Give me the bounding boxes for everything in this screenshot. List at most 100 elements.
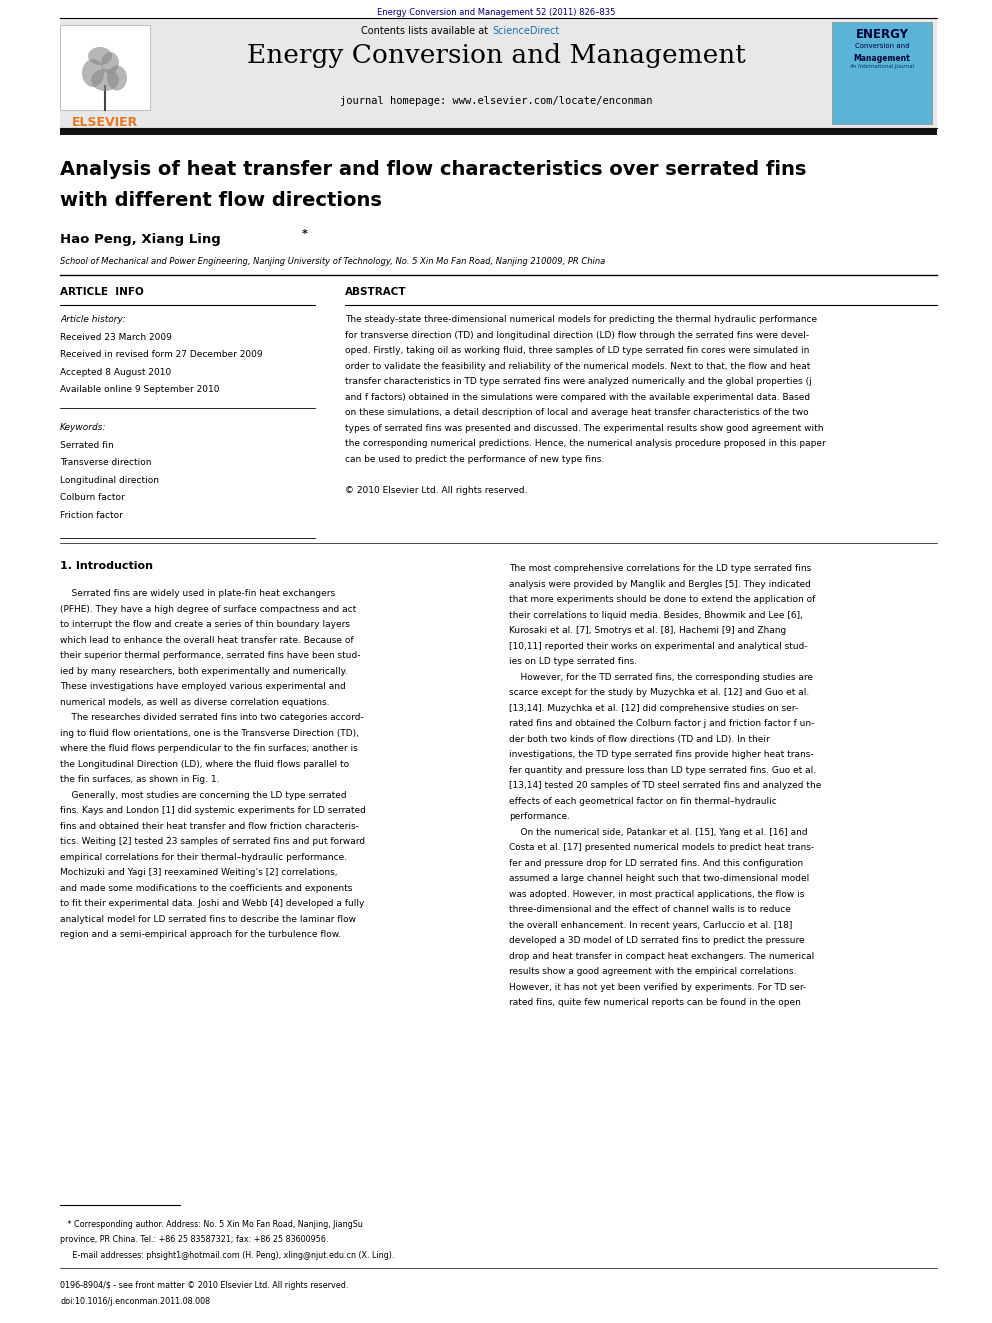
Text: Hao Peng, Xiang Ling: Hao Peng, Xiang Ling — [60, 233, 221, 246]
Text: Management: Management — [854, 54, 911, 64]
Text: Contents lists available at: Contents lists available at — [361, 26, 491, 36]
Text: 1. Introduction: 1. Introduction — [60, 561, 153, 572]
Text: performance.: performance. — [509, 812, 570, 822]
Text: [13,14]. Muzychka et al. [12] did comprehensive studies on ser-: [13,14]. Muzychka et al. [12] did compre… — [509, 704, 799, 713]
Text: the overall enhancement. In recent years, Carluccio et al. [18]: the overall enhancement. In recent years… — [509, 921, 793, 930]
Text: * Corresponding author. Address: No. 5 Xin Mo Fan Road, Nanjing, JiangSu: * Corresponding author. Address: No. 5 X… — [60, 1220, 363, 1229]
Text: ARTICLE  INFO: ARTICLE INFO — [60, 287, 144, 298]
Text: where the fluid flows perpendicular to the fin surfaces; another is: where the fluid flows perpendicular to t… — [60, 744, 358, 753]
Text: scarce except for the study by Muzychka et al. [12] and Guo et al.: scarce except for the study by Muzychka … — [509, 688, 809, 697]
Text: ing to fluid flow orientations, one is the Transverse Direction (TD),: ing to fluid flow orientations, one is t… — [60, 729, 359, 737]
Text: *: * — [302, 229, 308, 238]
Ellipse shape — [91, 69, 119, 91]
Text: analytical model for LD serrated fins to describe the laminar flow: analytical model for LD serrated fins to… — [60, 914, 356, 923]
Text: On the numerical side, Patankar et al. [15], Yang et al. [16] and: On the numerical side, Patankar et al. [… — [509, 827, 807, 836]
Text: [13,14] tested 20 samples of TD steel serrated fins and analyzed the: [13,14] tested 20 samples of TD steel se… — [509, 781, 821, 790]
Text: Received 23 March 2009: Received 23 March 2009 — [60, 333, 172, 343]
Text: three-dimensional and the effect of channel walls is to reduce: three-dimensional and the effect of chan… — [509, 905, 791, 914]
Text: Friction factor: Friction factor — [60, 511, 123, 520]
Text: journal homepage: www.elsevier.com/locate/enconman: journal homepage: www.elsevier.com/locat… — [339, 97, 653, 106]
Text: rated fins and obtained the Colburn factor j and friction factor f un-: rated fins and obtained the Colburn fact… — [509, 718, 814, 728]
Text: empirical correlations for their thermal–hydraulic performance.: empirical correlations for their thermal… — [60, 852, 347, 861]
Text: tics. Weiting [2] tested 23 samples of serrated fins and put forward: tics. Weiting [2] tested 23 samples of s… — [60, 837, 365, 845]
Ellipse shape — [101, 52, 119, 74]
Text: types of serrated fins was presented and discussed. The experimental results sho: types of serrated fins was presented and… — [345, 423, 823, 433]
FancyBboxPatch shape — [60, 128, 937, 135]
Text: However, it has not yet been verified by experiments. For TD ser-: However, it has not yet been verified by… — [509, 983, 806, 991]
Text: An International Journal: An International Journal — [849, 64, 915, 69]
Text: Analysis of heat transfer and flow characteristics over serrated fins: Analysis of heat transfer and flow chara… — [60, 160, 806, 180]
Text: province, PR China. Tel.: +86 25 83587321; fax: +86 25 83600956.: province, PR China. Tel.: +86 25 8358732… — [60, 1236, 328, 1245]
Text: can be used to predict the performance of new type fins.: can be used to predict the performance o… — [345, 455, 604, 464]
Ellipse shape — [107, 66, 127, 90]
Text: oped. Firstly, taking oil as working fluid, three samples of LD type serrated fi: oped. Firstly, taking oil as working flu… — [345, 347, 809, 356]
Text: E-mail addresses: phsight1@hotmail.com (H. Peng), xling@njut.edu.cn (X. Ling).: E-mail addresses: phsight1@hotmail.com (… — [60, 1252, 395, 1259]
Ellipse shape — [88, 48, 112, 65]
Text: 0196-8904/$ - see front matter © 2010 Elsevier Ltd. All rights reserved.: 0196-8904/$ - see front matter © 2010 El… — [60, 1281, 348, 1290]
Text: transfer characteristics in TD type serrated fins were analyzed numerically and : transfer characteristics in TD type serr… — [345, 377, 811, 386]
Text: [10,11] reported their works on experimental and analytical stud-: [10,11] reported their works on experime… — [509, 642, 807, 651]
Text: fins and obtained their heat transfer and flow friction characteris-: fins and obtained their heat transfer an… — [60, 822, 359, 831]
Text: ies on LD type serrated fins.: ies on LD type serrated fins. — [509, 658, 637, 665]
Text: investigations, the TD type serrated fins provide higher heat trans-: investigations, the TD type serrated fin… — [509, 750, 813, 759]
Text: Article history:: Article history: — [60, 315, 126, 324]
Text: However, for the TD serrated fins, the corresponding studies are: However, for the TD serrated fins, the c… — [509, 672, 813, 681]
Text: region and a semi-empirical approach for the turbulence flow.: region and a semi-empirical approach for… — [60, 930, 341, 939]
Text: Received in revised form 27 December 2009: Received in revised form 27 December 200… — [60, 351, 263, 360]
Text: Costa et al. [17] presented numerical models to predict heat trans-: Costa et al. [17] presented numerical mo… — [509, 843, 814, 852]
Text: Accepted 8 August 2010: Accepted 8 August 2010 — [60, 368, 172, 377]
Text: Serrated fins are widely used in plate-fin heat exchangers: Serrated fins are widely used in plate-f… — [60, 589, 335, 598]
Text: the fin surfaces, as shown in Fig. 1.: the fin surfaces, as shown in Fig. 1. — [60, 775, 219, 785]
Text: ELSEVIER: ELSEVIER — [71, 116, 138, 130]
Text: Energy Conversion and Management 52 (2011) 826–835: Energy Conversion and Management 52 (201… — [377, 8, 615, 17]
Text: the Longitudinal Direction (LD), where the fluid flows parallel to: the Longitudinal Direction (LD), where t… — [60, 759, 349, 769]
Text: and made some modifications to the coefficients and exponents: and made some modifications to the coeff… — [60, 884, 352, 893]
Text: developed a 3D model of LD serrated fins to predict the pressure: developed a 3D model of LD serrated fins… — [509, 935, 805, 945]
Text: (PFHE). They have a high degree of surface compactness and act: (PFHE). They have a high degree of surfa… — [60, 605, 356, 614]
Text: to interrupt the flow and create a series of thin boundary layers: to interrupt the flow and create a serie… — [60, 620, 350, 628]
FancyBboxPatch shape — [60, 25, 150, 110]
Text: assumed a large channel height such that two-dimensional model: assumed a large channel height such that… — [509, 875, 809, 882]
Text: ScienceDirect: ScienceDirect — [492, 26, 559, 36]
FancyBboxPatch shape — [60, 19, 937, 128]
Text: Serrated fin: Serrated fin — [60, 441, 114, 450]
Text: numerical models, as well as diverse correlation equations.: numerical models, as well as diverse cor… — [60, 697, 329, 706]
Text: School of Mechanical and Power Engineering, Nanjing University of Technology, No: School of Mechanical and Power Engineeri… — [60, 258, 605, 266]
Text: analysis were provided by Manglik and Bergles [5]. They indicated: analysis were provided by Manglik and Be… — [509, 579, 810, 589]
Text: for transverse direction (TD) and longitudinal direction (LD) flow through the s: for transverse direction (TD) and longit… — [345, 331, 809, 340]
Text: fer and pressure drop for LD serrated fins. And this configuration: fer and pressure drop for LD serrated fi… — [509, 859, 804, 868]
Text: which lead to enhance the overall heat transfer rate. Because of: which lead to enhance the overall heat t… — [60, 635, 353, 644]
Text: Longitudinal direction: Longitudinal direction — [60, 475, 159, 484]
Text: order to validate the feasibility and reliability of the numerical models. Next : order to validate the feasibility and re… — [345, 363, 810, 370]
Text: effects of each geometrical factor on fin thermal–hydraulic: effects of each geometrical factor on fi… — [509, 796, 777, 806]
Text: der both two kinds of flow directions (TD and LD). In their: der both two kinds of flow directions (T… — [509, 734, 770, 744]
Text: their superior thermal performance, serrated fins have been stud-: their superior thermal performance, serr… — [60, 651, 360, 660]
Text: Keywords:: Keywords: — [60, 423, 106, 433]
Text: Energy Conversion and Management: Energy Conversion and Management — [247, 44, 745, 67]
Text: to fit their experimental data. Joshi and Webb [4] developed a fully: to fit their experimental data. Joshi an… — [60, 900, 364, 908]
Text: results show a good agreement with the empirical correlations.: results show a good agreement with the e… — [509, 967, 797, 976]
Text: Generally, most studies are concerning the LD type serrated: Generally, most studies are concerning t… — [60, 791, 346, 799]
Text: Colburn factor: Colburn factor — [60, 493, 125, 501]
Text: was adopted. However, in most practical applications, the flow is: was adopted. However, in most practical … — [509, 889, 805, 898]
Text: Transverse direction: Transverse direction — [60, 458, 152, 467]
Text: The steady-state three-dimensional numerical models for predicting the thermal h: The steady-state three-dimensional numer… — [345, 315, 817, 324]
Text: on these simulations, a detail description of local and average heat transfer ch: on these simulations, a detail descripti… — [345, 409, 808, 418]
FancyBboxPatch shape — [832, 22, 932, 124]
Text: Mochizuki and Yagi [3] reexamined Weiting’s [2] correlations,: Mochizuki and Yagi [3] reexamined Weitin… — [60, 868, 337, 877]
Text: These investigations have employed various experimental and: These investigations have employed vario… — [60, 681, 346, 691]
Text: The researches divided serrated fins into two categories accord-: The researches divided serrated fins int… — [60, 713, 364, 722]
Text: and f factors) obtained in the simulations were compared with the available expe: and f factors) obtained in the simulatio… — [345, 393, 810, 402]
Text: © 2010 Elsevier Ltd. All rights reserved.: © 2010 Elsevier Ltd. All rights reserved… — [345, 486, 528, 495]
Text: Kurosaki et al. [7], Smotrys et al. [8], Hachemi [9] and Zhang: Kurosaki et al. [7], Smotrys et al. [8],… — [509, 626, 787, 635]
Text: fins. Kays and London [1] did systemic experiments for LD serrated: fins. Kays and London [1] did systemic e… — [60, 806, 366, 815]
Ellipse shape — [82, 60, 104, 87]
Text: doi:10.1016/j.enconman.2011.08.008: doi:10.1016/j.enconman.2011.08.008 — [60, 1297, 210, 1306]
Text: their correlations to liquid media. Besides, Bhowmik and Lee [6],: their correlations to liquid media. Besi… — [509, 610, 803, 619]
Text: The most comprehensive correlations for the LD type serrated fins: The most comprehensive correlations for … — [509, 564, 811, 573]
Text: ENERGY: ENERGY — [855, 28, 909, 41]
Text: drop and heat transfer in compact heat exchangers. The numerical: drop and heat transfer in compact heat e… — [509, 951, 814, 960]
Text: that more experiments should be done to extend the application of: that more experiments should be done to … — [509, 595, 815, 605]
Text: ABSTRACT: ABSTRACT — [345, 287, 407, 298]
Text: rated fins, quite few numerical reports can be found in the open: rated fins, quite few numerical reports … — [509, 998, 801, 1007]
